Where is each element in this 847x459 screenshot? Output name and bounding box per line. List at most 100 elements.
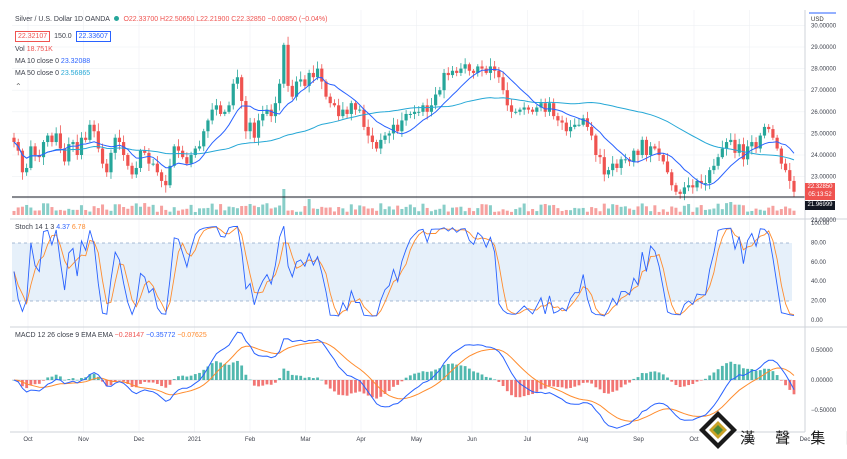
ma50-legend[interactable]: MA 50 close 0 23.56865: [15, 70, 91, 77]
volume-bar: [320, 206, 324, 215]
macd-histogram-bar: [366, 380, 370, 396]
volume-bar: [720, 209, 724, 215]
volume-bar: [223, 210, 227, 215]
volume-bar: [737, 204, 741, 215]
macd-histogram-bar: [370, 380, 374, 398]
candle-body: [315, 68, 320, 78]
candle-body: [450, 70, 455, 76]
symbol-header[interactable]: Silver / U.S. Dollar 1D OANDA O22.33700 …: [15, 15, 327, 24]
macd-histogram-bar: [177, 376, 180, 380]
candle-body: [615, 163, 619, 168]
stochastic-k-line: [13, 225, 795, 317]
volume-bar: [126, 208, 130, 215]
stochastic-legend[interactable]: Stoch 14 1 3 4.37 6.78: [15, 224, 86, 231]
macd-histogram-bar: [92, 373, 96, 380]
macd-histogram-bar: [139, 380, 142, 384]
volume-bar: [564, 209, 568, 215]
macd-histogram-bar: [670, 380, 674, 382]
macd-histogram-bar: [746, 368, 750, 380]
volume-bar: [16, 207, 20, 215]
volume-bar: [396, 205, 400, 215]
volume-bars: [12, 189, 796, 215]
macd-histogram-bar: [560, 380, 564, 388]
price-tick-label: 26.00000: [811, 110, 837, 116]
price-axis[interactable]: 30.00000 29.00000 28.00000 27.00000 26.00000…: [811, 23, 837, 223]
volume-bar: [375, 210, 379, 215]
volume-bar: [176, 210, 180, 215]
candle-body: [290, 85, 294, 97]
candle-body: [712, 165, 716, 171]
volume-bar: [130, 205, 134, 215]
volume-legend[interactable]: Vol 18.751K: [15, 46, 53, 53]
candle-body: [252, 122, 256, 138]
macd-histogram-bar: [708, 375, 712, 380]
macd-legend[interactable]: MACD 12 26 close 9 EMA EMA −0.28147 −0.3…: [15, 332, 207, 339]
volume-bar: [788, 208, 792, 215]
candle-body: [235, 77, 240, 84]
stoch-tick-label: 40.00: [811, 279, 827, 285]
candle-body: [370, 135, 374, 143]
macd-histogram-bar: [754, 370, 758, 380]
macd-histogram-bar: [274, 380, 277, 383]
volume-bar: [29, 207, 33, 215]
candle-body: [126, 155, 130, 166]
volume-bar: [370, 208, 374, 215]
macd-histogram-bar: [193, 374, 197, 380]
exchange: OANDA: [85, 16, 110, 23]
volume-bar: [552, 204, 556, 215]
macd-histogram-bar: [75, 379, 79, 381]
volume-bar: [181, 209, 185, 215]
volume-bar: [535, 211, 539, 215]
candle-body: [62, 148, 67, 162]
macd-histogram-bar: [67, 379, 71, 380]
volume-bar: [569, 210, 573, 215]
macd-histogram-bar: [493, 379, 497, 380]
buy-button[interactable]: 22.33607: [75, 31, 111, 42]
volume-bar: [623, 206, 627, 215]
candle-body: [412, 111, 417, 114]
currency-label[interactable]: USD: [811, 17, 824, 23]
sell-button[interactable]: 22.32107: [15, 31, 51, 42]
candle-body: [404, 113, 408, 121]
macd-histogram-bar: [21, 380, 24, 387]
candle-body: [332, 103, 337, 106]
macd-histogram-bar: [543, 380, 547, 389]
macd-histogram-bar: [134, 380, 138, 388]
time-axis[interactable]: Oct Nov Dec 2021 Feb Mar Apr May Jun Jul Aug Sep Oct…: [23, 437, 810, 443]
macd-histogram-bar: [430, 371, 433, 380]
candle-body: [46, 135, 50, 143]
ma10-legend[interactable]: MA 10 close 0 23.32088: [15, 58, 91, 65]
collapse-legend-icon[interactable]: ⌃: [15, 82, 22, 91]
macd-histogram-bar: [750, 369, 754, 380]
candle-body: [88, 124, 92, 140]
price-tick-label: 28.00000: [811, 67, 837, 73]
candle-body: [581, 118, 585, 125]
candle-body: [374, 142, 379, 149]
macd-histogram-bar: [467, 368, 471, 380]
macd-histogram-bar: [172, 379, 176, 380]
macd-histogram-bar: [712, 372, 716, 380]
volume-bar: [311, 208, 315, 215]
macd-histogram-bar: [257, 380, 260, 387]
volume-bar: [573, 207, 577, 215]
volume-bar: [33, 210, 37, 215]
stochastic-band: [12, 243, 792, 301]
candle-body: [33, 146, 37, 155]
volume-bar: [75, 209, 79, 215]
candlestick-series: [12, 36, 796, 201]
candle-body: [358, 109, 362, 111]
macd-histogram-bar: [497, 380, 501, 382]
macd-histogram-bar: [324, 380, 328, 385]
macd-histogram-bar: [737, 364, 741, 380]
macd-histogram-bar: [303, 377, 307, 380]
volume-bar: [455, 207, 459, 215]
macd-histogram-bar: [151, 380, 155, 383]
volume-bar: [214, 209, 218, 215]
macd-histogram-bar: [704, 378, 707, 380]
candle-body: [661, 155, 665, 162]
macd-histogram-bar: [37, 380, 41, 384]
volume-bar: [577, 208, 581, 215]
candle-body: [176, 146, 181, 151]
candle-body: [438, 90, 442, 95]
